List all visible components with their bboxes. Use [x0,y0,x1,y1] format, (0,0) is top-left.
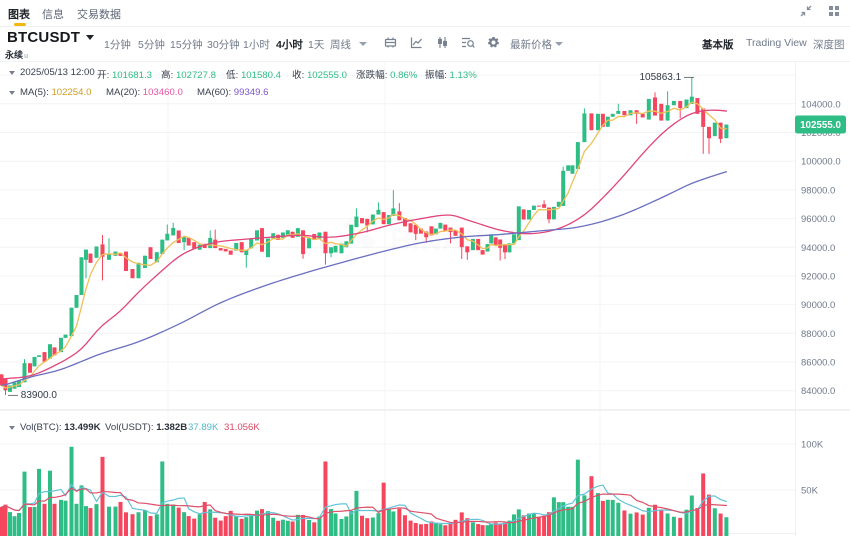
svg-text:84000.0: 84000.0 [801,386,835,397]
svg-text:100K: 100K [801,440,824,451]
svg-text:86000.0: 86000.0 [801,358,835,369]
svg-text:102555.0: 102555.0 [800,120,841,131]
svg-text:90000.0: 90000.0 [801,300,835,311]
svg-text:92000.0: 92000.0 [801,271,835,282]
svg-text:105863.1 —: 105863.1 — [640,72,695,83]
svg-text:98000.0: 98000.0 [801,185,835,196]
svg-text:— 83900.0: — 83900.0 [8,390,57,401]
svg-text:96000.0: 96000.0 [801,214,835,225]
svg-text:100000.0: 100000.0 [801,157,841,168]
svg-text:50K: 50K [801,486,819,497]
svg-text:104000.0: 104000.0 [801,99,841,110]
svg-text:88000.0: 88000.0 [801,329,835,340]
svg-text:94000.0: 94000.0 [801,243,835,254]
